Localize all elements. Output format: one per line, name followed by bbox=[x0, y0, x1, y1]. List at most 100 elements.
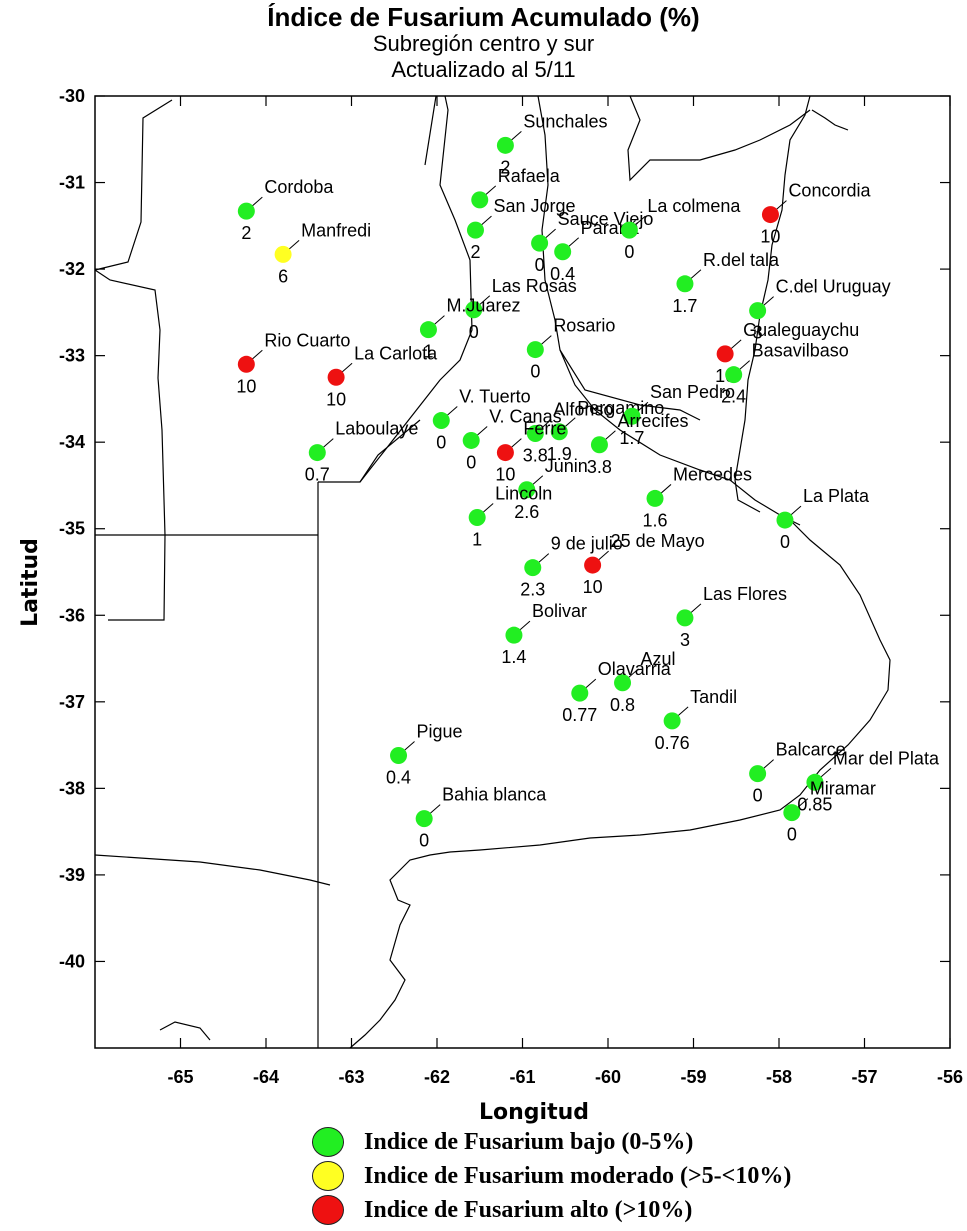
legend-label-moderado: Indice de Fusarium moderado (>5-<10%) bbox=[364, 1163, 792, 1189]
y-axis-title: Latitud bbox=[17, 538, 43, 627]
station-dot bbox=[237, 355, 255, 373]
station-manfredi: Manfredi 6 bbox=[274, 220, 371, 286]
station-name: Azul bbox=[641, 649, 676, 669]
station-dot bbox=[518, 481, 536, 499]
update-date: Actualizado al 5/11 bbox=[391, 57, 576, 82]
x-tick-label: -56 bbox=[937, 1067, 963, 1087]
station-name: Rafaela bbox=[498, 166, 561, 186]
station-value: 0.76 bbox=[655, 733, 690, 753]
station-value: 0.77 bbox=[562, 705, 597, 725]
station-cordoba: Cordoba 2 bbox=[237, 177, 334, 243]
station-name: Bolivar bbox=[532, 601, 587, 621]
station-name: Sunchales bbox=[523, 111, 607, 131]
station-value: 3 bbox=[680, 630, 690, 650]
station-dot bbox=[471, 191, 489, 209]
station-laboulaye: Laboulaye 0.7 bbox=[305, 419, 419, 485]
station-pigue: Pigue 0.4 bbox=[386, 721, 463, 787]
station-value: 2 bbox=[500, 157, 510, 177]
y-tick-label: -38 bbox=[59, 778, 85, 798]
station-value: 2 bbox=[470, 242, 480, 262]
station-value: 0 bbox=[469, 322, 479, 342]
station-dot bbox=[526, 425, 544, 443]
station-mercedes: Mercedes 1.6 bbox=[643, 464, 753, 530]
station-dot bbox=[749, 765, 767, 783]
station-value: 0.8 bbox=[610, 695, 635, 715]
southern-coast bbox=[159, 1021, 211, 1041]
station-value: 1.9 bbox=[547, 444, 572, 464]
station-value: 2 bbox=[241, 223, 251, 243]
y-tick-label: -31 bbox=[59, 173, 85, 193]
station-name: Mercedes bbox=[673, 464, 752, 484]
station-dot bbox=[554, 243, 572, 261]
station-dot bbox=[237, 202, 255, 220]
station-dot bbox=[776, 511, 794, 529]
station-name: Concordia bbox=[788, 181, 871, 201]
station-dot bbox=[550, 423, 568, 441]
station-dot bbox=[531, 234, 549, 252]
station-value: 0 bbox=[753, 786, 763, 806]
station-dot bbox=[620, 221, 638, 239]
station-rosario: Rosario 0 bbox=[526, 316, 615, 382]
station-r-del-tala: R.del tala 1.7 bbox=[672, 250, 780, 316]
station-value: 0 bbox=[436, 433, 446, 453]
station-value: 2.4 bbox=[721, 387, 746, 407]
station-dot bbox=[415, 810, 433, 828]
station-name: Tandil bbox=[690, 687, 737, 707]
station-name: San Pedro bbox=[650, 382, 735, 402]
station-value: 0 bbox=[780, 532, 790, 552]
station-lincoln: Lincoln 1 bbox=[468, 483, 552, 549]
station-name: Pigue bbox=[417, 721, 463, 741]
bsas-santa-fe-border bbox=[359, 419, 421, 483]
x-tick-label: -65 bbox=[167, 1067, 193, 1087]
axis-tick-labels: -65 -64 -63 -62 -61 -60 -59 -58 -57 -56 -30 -31 -32 -… bbox=[59, 86, 963, 1087]
station-v-tuerto: V. Tuerto 0 bbox=[432, 387, 531, 453]
station-rafaela: Rafaela bbox=[471, 166, 561, 209]
station-name: C.del Uruguay bbox=[776, 277, 891, 297]
station-name: Olavarria bbox=[598, 659, 672, 679]
station-v-canas: V. Canas 0 bbox=[462, 406, 562, 472]
station-tandil: Tandil 0.76 bbox=[655, 687, 738, 753]
x-tick-label: -64 bbox=[253, 1067, 279, 1087]
station-dot bbox=[390, 746, 408, 764]
station-name: San Jorge bbox=[493, 196, 575, 216]
y-tick-label: -37 bbox=[59, 692, 85, 712]
station-name: Ferre bbox=[523, 419, 566, 439]
station-dot bbox=[496, 444, 514, 462]
station-dot bbox=[725, 366, 743, 384]
station-sunchales: Sunchales 2 bbox=[496, 111, 607, 177]
station-value: 1.4 bbox=[501, 647, 526, 667]
station-name: R.del tala bbox=[703, 250, 780, 270]
station-value: 3.8 bbox=[587, 457, 612, 477]
station-value: 1.7 bbox=[672, 296, 697, 316]
station-value: 6 bbox=[278, 266, 288, 286]
x-tick-label: -60 bbox=[595, 1067, 621, 1087]
station-miramar: Miramar 0 bbox=[783, 779, 876, 845]
station-value: 10 bbox=[760, 227, 780, 247]
station-dot bbox=[590, 436, 608, 454]
station-alfonso: Alfonso 3.8 bbox=[523, 400, 614, 466]
station-value: 0 bbox=[787, 825, 797, 845]
station-dot bbox=[783, 804, 801, 822]
station-dot bbox=[761, 206, 779, 224]
station-name: Basavilbaso bbox=[752, 341, 849, 361]
station-dot bbox=[274, 245, 292, 263]
station-name: Las Rosas bbox=[492, 276, 577, 296]
station-name: Rosario bbox=[553, 316, 615, 336]
station-dot bbox=[462, 431, 480, 449]
entre-rios-south-border bbox=[559, 349, 701, 421]
entre-rios-north-border bbox=[627, 95, 811, 182]
station-dot bbox=[806, 773, 824, 791]
station-ferre: Ferre 10 bbox=[495, 419, 566, 485]
station-m-juarez: M.Juarez 1 bbox=[419, 296, 520, 362]
station-value: 1.7 bbox=[619, 428, 644, 448]
station-value: 10 bbox=[236, 376, 256, 396]
station-value: 2.6 bbox=[514, 502, 539, 522]
y-tick-label: -36 bbox=[59, 605, 85, 625]
station-value: 3 bbox=[753, 323, 763, 343]
station-value: 10 bbox=[326, 389, 346, 409]
station-name: Manfredi bbox=[301, 220, 371, 240]
atlantic-coast bbox=[349, 514, 891, 1049]
